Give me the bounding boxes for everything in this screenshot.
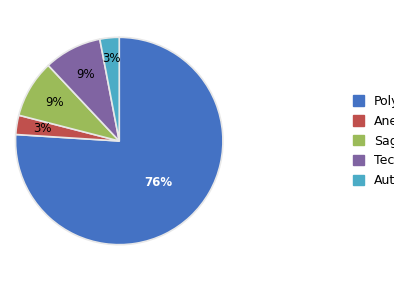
- Wedge shape: [15, 37, 223, 245]
- Wedge shape: [19, 65, 119, 141]
- Text: 3%: 3%: [33, 122, 52, 135]
- Text: 3%: 3%: [102, 52, 121, 65]
- Text: 9%: 9%: [76, 68, 95, 81]
- Wedge shape: [48, 39, 119, 141]
- Legend: Polyvalent, Anesthésiste, Sage-femme, Technicien, Autres: Polyvalent, Anesthésiste, Sage-femme, Te…: [353, 95, 394, 187]
- Text: 76%: 76%: [144, 176, 172, 189]
- Wedge shape: [16, 115, 119, 141]
- Text: 9%: 9%: [46, 96, 64, 109]
- Wedge shape: [100, 37, 119, 141]
